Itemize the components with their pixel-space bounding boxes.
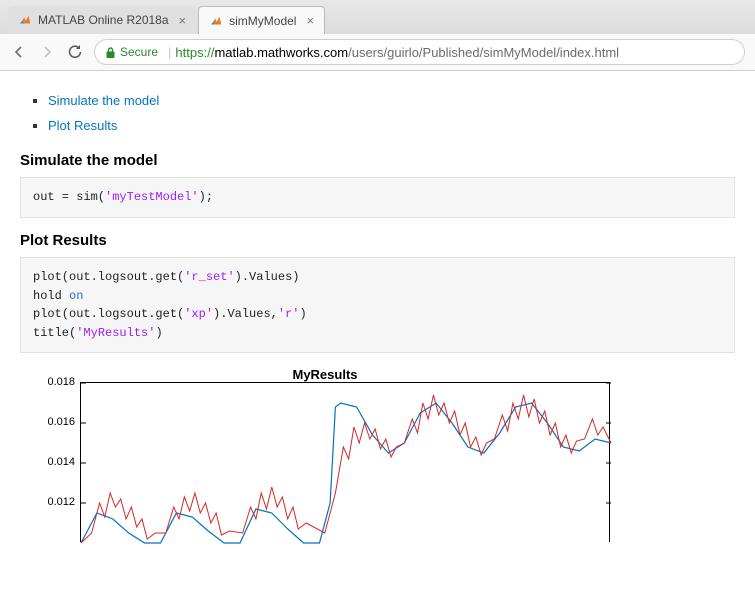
chart-axes: 0.018 0.016 0.014 0.012 <box>80 382 610 542</box>
secure-label: Secure <box>120 45 158 59</box>
secure-badge: Secure <box>105 45 158 59</box>
reload-icon[interactable] <box>66 43 84 61</box>
lock-icon <box>105 46 116 59</box>
tab-label: MATLAB Online R2018a <box>38 13 169 27</box>
ytick-label: 0.018 <box>31 376 75 416</box>
tab-matlab-online[interactable]: MATLAB Online R2018a × <box>8 6 196 34</box>
matlab-favicon <box>18 13 32 27</box>
section-heading-plot: Plot Results <box>20 232 735 249</box>
toc-link-plot[interactable]: Plot Results <box>48 118 117 133</box>
back-icon[interactable] <box>10 43 28 61</box>
url-bar[interactable]: Secure | https://matlab.mathworks.com/us… <box>94 39 745 65</box>
series-r_set <box>81 403 611 543</box>
code-block-plot: plot(out.logsout.get('r_set').Values) ho… <box>20 257 735 353</box>
ytick-label: 0.014 <box>31 456 75 496</box>
page-content: Simulate the model Plot Results Simulate… <box>0 71 755 542</box>
list-item: Plot Results <box>48 114 735 139</box>
tab-strip: MATLAB Online R2018a × simMyModel × <box>0 0 755 34</box>
ytick-label: 0.016 <box>31 416 75 456</box>
url-text: https://matlab.mathworks.com/users/guirl… <box>175 45 619 60</box>
toc-list: Simulate the model Plot Results <box>20 89 735 138</box>
code-block-sim: out = sim('myTestModel'); <box>20 177 735 218</box>
section-heading-simulate: Simulate the model <box>20 152 735 169</box>
list-item: Simulate the model <box>48 89 735 114</box>
tab-label: simMyModel <box>229 14 296 28</box>
address-bar-row: Secure | https://matlab.mathworks.com/us… <box>0 34 755 70</box>
close-icon[interactable]: × <box>306 13 314 28</box>
series-xp <box>81 395 611 543</box>
tab-simmymodel[interactable]: simMyModel × <box>198 6 325 34</box>
matlab-favicon <box>209 14 223 28</box>
chart-svg <box>81 383 609 542</box>
toc-link-simulate[interactable]: Simulate the model <box>48 93 159 108</box>
browser-chrome: MATLAB Online R2018a × simMyModel × Secu… <box>0 0 755 71</box>
chart-myresults: MyResults 0.018 0.016 0.014 0.012 <box>20 367 735 542</box>
ytick-label: 0.012 <box>31 496 75 536</box>
close-icon[interactable]: × <box>179 13 187 28</box>
y-axis-labels: 0.018 0.016 0.014 0.012 <box>31 376 75 536</box>
forward-icon[interactable] <box>38 43 56 61</box>
chart-title: MyResults <box>60 367 590 382</box>
